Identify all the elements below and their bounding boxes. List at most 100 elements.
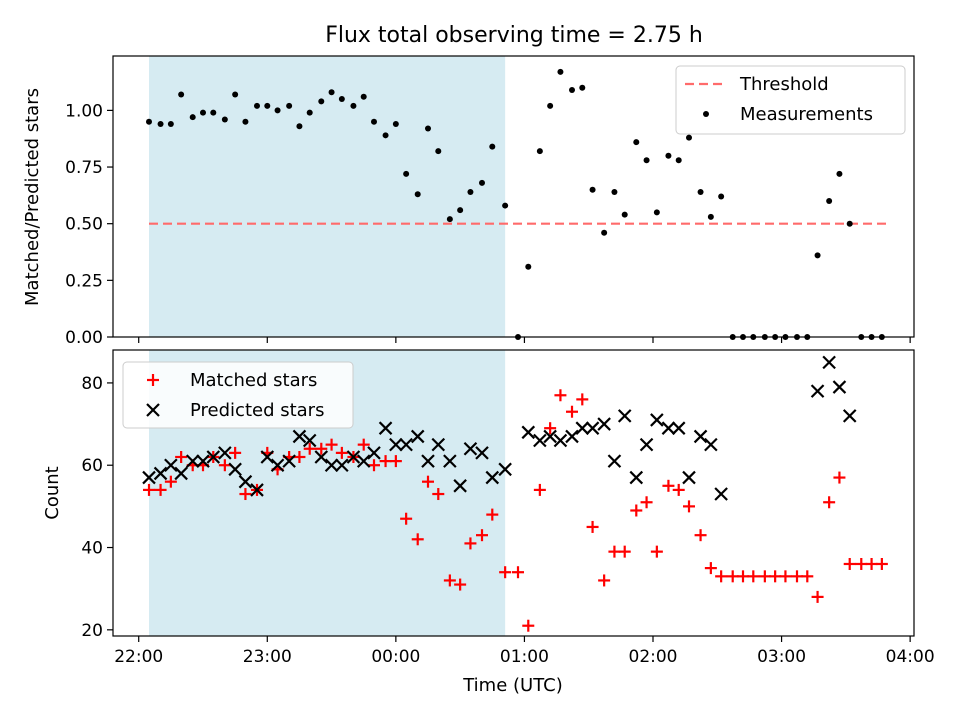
matched-stars-point: [662, 479, 675, 492]
legend-label: Measurements: [740, 104, 873, 125]
measurements-point: [697, 188, 704, 195]
measurements-point: [836, 170, 843, 177]
predicted-stars-point: [661, 421, 676, 435]
matched-stars-point: [823, 496, 836, 509]
measurements-point: [643, 157, 650, 164]
top-ylabel: Matched/Predicted stars: [22, 88, 43, 306]
measurements-point: [146, 118, 152, 125]
figure-title: Flux total observing time = 2.75 h: [325, 23, 703, 48]
measurements-point: [502, 202, 509, 209]
measurements-point: [254, 102, 260, 109]
top-legend: Threshold Measurements: [675, 65, 906, 135]
bottom-legend: Matched stars Predicted stars: [122, 361, 354, 429]
measurements-point: [382, 132, 389, 139]
bottom-xlabel: Time (UTC): [462, 675, 563, 696]
matched-stars-point: [464, 537, 477, 550]
legend-box: [122, 361, 354, 429]
predicted-stars-point: [533, 433, 547, 448]
matched-stars-point: [143, 483, 155, 496]
matched-stars-point: [411, 533, 424, 546]
measurements-point: [157, 120, 164, 127]
matched-stars-point: [554, 389, 567, 402]
matched-stars-point: [791, 570, 803, 583]
matched-stars-point: [368, 459, 380, 472]
matched-stars-point: [811, 590, 824, 603]
matched-stars-point: [801, 570, 814, 583]
matched-stars-point: [576, 393, 589, 406]
predicted-stars-point: [565, 429, 579, 444]
matched-stars-point: [683, 500, 695, 513]
matched-stars-point: [389, 455, 402, 468]
measurements-point: [579, 84, 586, 91]
y-tick-label: 1.00: [65, 101, 103, 121]
measurements-point: [403, 170, 410, 177]
matched-stars-point: [747, 570, 760, 583]
matched-stars-point: [843, 557, 856, 570]
predicted-stars-point: [585, 421, 600, 435]
matched-stars-point: [357, 438, 370, 451]
legend-swatch: [146, 403, 160, 417]
measurements-point: [242, 118, 249, 125]
measurements-point: [621, 211, 628, 218]
predicted-stars-point: [453, 479, 467, 493]
matched-stars-point: [229, 446, 242, 459]
predicted-stars-point: [282, 454, 296, 468]
predicted-stars-point: [842, 409, 857, 423]
x-tick-label: 02:00: [629, 647, 678, 667]
predicted-stars-point: [693, 429, 708, 444]
y-tick-label: 60: [81, 456, 103, 476]
predicted-stars-point: [335, 458, 349, 473]
predicted-stars-point: [324, 458, 339, 473]
matched-stars-point: [432, 488, 445, 501]
measurements-point: [189, 114, 196, 121]
predicted-stars-point: [597, 417, 611, 431]
predicted-stars-point: [810, 384, 825, 398]
matched-stars-point: [694, 529, 707, 542]
y-tick-label: 0.00: [65, 328, 103, 348]
matched-stars-point: [726, 570, 739, 583]
y-tick-label: 20: [81, 621, 103, 641]
predicted-stars-point: [238, 474, 253, 489]
y-tick-label: 40: [81, 539, 103, 559]
predicted-stars-point: [421, 454, 435, 468]
predicted-stars-point: [671, 421, 686, 435]
measurements-point: [414, 191, 421, 198]
matched-stars-point: [650, 545, 663, 558]
y-tick-label: 0.25: [65, 271, 103, 291]
observing-window-shade: [149, 56, 506, 337]
matched-stars-point: [422, 475, 434, 488]
legend-label: Predicted stars: [190, 400, 324, 421]
measurements-point: [665, 152, 672, 159]
matched-stars-point: [758, 570, 771, 583]
matched-stars-point: [586, 520, 599, 533]
legend-label: Matched stars: [190, 370, 317, 391]
predicted-stars-point: [142, 470, 156, 485]
measurements-point: [178, 91, 185, 98]
matched-stars-point: [865, 557, 878, 570]
predicted-stars-point: [704, 437, 718, 452]
legend-swatch: [703, 111, 709, 117]
predicted-stars-point: [356, 454, 371, 468]
measurements-point: [371, 118, 377, 125]
matched-stars-point: [598, 574, 611, 587]
predicted-stars-point: [153, 466, 168, 481]
matched-stars-point: [499, 566, 512, 579]
measurements-point: [547, 102, 554, 109]
matched-stars-point: [486, 508, 499, 521]
measurements-point: [457, 207, 464, 214]
predicted-stars-point: [617, 409, 632, 423]
legend-label: Threshold: [739, 74, 829, 95]
predicted-stars-point: [629, 470, 644, 485]
predicted-stars-point: [463, 441, 478, 456]
measurements-point: [200, 109, 206, 116]
measurements-point: [232, 91, 239, 98]
predicted-stars-point: [314, 450, 329, 464]
x-tick-label: 03:00: [757, 647, 806, 667]
measurements-point: [557, 68, 564, 75]
predicted-stars-point: [302, 433, 317, 448]
x-tick-label: 23:00: [243, 647, 292, 667]
x-tick-label: 00:00: [371, 647, 420, 667]
matched-stars-point: [833, 471, 846, 484]
predicted-stars-point: [206, 450, 221, 464]
matched-stars-point: [400, 512, 413, 525]
